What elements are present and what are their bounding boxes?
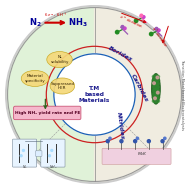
Text: $\mathbf{NH_3}$: $\mathbf{NH_3}$ [68,16,87,29]
Ellipse shape [152,74,160,104]
Circle shape [153,82,155,84]
Circle shape [49,155,50,157]
Circle shape [106,140,109,143]
Ellipse shape [50,78,75,94]
Text: $\mathbf{N_2}$: $\mathbf{N_2}$ [29,16,41,29]
Text: N₂
solubility: N₂ solubility [50,55,69,64]
FancyBboxPatch shape [102,148,171,164]
Ellipse shape [21,70,49,87]
FancyBboxPatch shape [12,139,37,167]
Text: Borides: Borides [107,45,133,62]
Circle shape [120,140,123,143]
Circle shape [121,26,124,28]
Ellipse shape [152,92,160,96]
Ellipse shape [47,52,72,68]
Ellipse shape [152,75,160,78]
Text: $e^-$ donation: $e^-$ donation [118,13,145,30]
Text: High NH₃ yield rate and FE: High NH₃ yield rate and FE [15,111,80,115]
Circle shape [123,27,126,30]
Circle shape [164,137,166,139]
Circle shape [136,137,139,139]
Ellipse shape [152,89,160,92]
Circle shape [142,16,145,18]
Circle shape [157,29,160,32]
Text: $\pi^*$ donation: $\pi^*$ donation [148,25,170,51]
Circle shape [154,97,156,100]
Circle shape [147,140,150,143]
Ellipse shape [152,96,160,99]
Circle shape [115,30,119,34]
Text: Nitrides: Nitrides [116,111,124,140]
Circle shape [109,137,111,139]
Circle shape [140,14,143,17]
Text: 6 $e^-$, 6 H$^+$: 6 $e^-$, 6 H$^+$ [44,12,67,19]
Circle shape [54,54,135,135]
Ellipse shape [152,78,160,82]
Circle shape [22,149,24,151]
Polygon shape [8,8,94,181]
Text: T.M
based
Materials: T.M based Materials [79,86,110,103]
Text: Transition Metal based Electrocatalysts: Transition Metal based Electrocatalysts [180,59,184,130]
Text: $NH_3$: $NH_3$ [49,163,57,171]
Circle shape [20,155,22,157]
Ellipse shape [152,85,160,89]
Circle shape [134,140,137,143]
Circle shape [156,91,159,94]
Circle shape [161,140,164,143]
Text: Carbides: Carbides [129,73,148,103]
Text: $M_x K$: $M_x K$ [137,150,148,158]
FancyBboxPatch shape [41,139,65,167]
Circle shape [156,76,159,79]
FancyBboxPatch shape [14,106,81,120]
Circle shape [134,19,138,22]
FancyBboxPatch shape [36,151,42,156]
Circle shape [6,6,183,183]
Circle shape [51,149,53,151]
Circle shape [149,32,153,36]
Text: Material
specificity: Material specificity [25,74,45,83]
Circle shape [155,27,158,30]
Ellipse shape [152,99,160,103]
Text: $N_2$: $N_2$ [22,163,27,171]
Ellipse shape [152,82,160,85]
Polygon shape [94,8,181,181]
Text: Suppressed
HER: Suppressed HER [50,82,74,90]
